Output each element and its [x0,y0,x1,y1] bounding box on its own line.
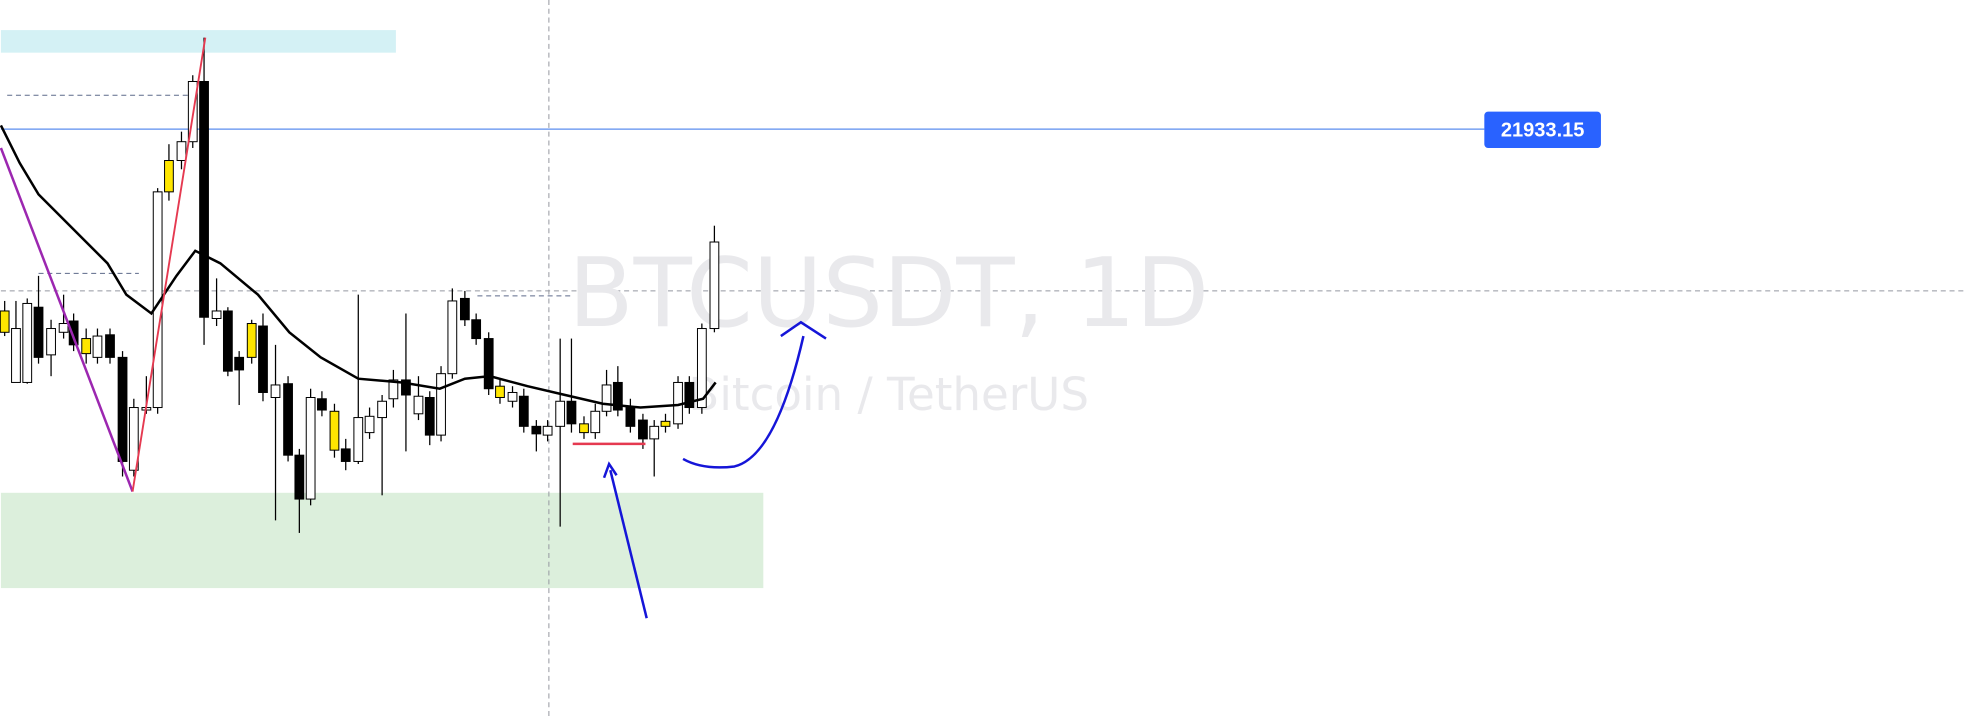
candle-body [105,334,115,358]
candle-body [424,396,435,436]
candle-body [364,415,375,434]
trend-line [0,147,134,492]
candle-body [531,425,542,435]
resistance-zone [0,30,396,53]
candle-body [68,320,79,346]
candle-body [625,407,636,427]
candle-body [283,383,293,456]
candle-body [483,338,494,390]
candle-body [709,241,720,330]
arrow [609,469,648,619]
moving-average [0,124,717,409]
candle-body [270,384,281,399]
price-label-box [1484,111,1601,148]
candle-body [555,400,566,427]
candle-body [22,302,33,383]
candle-body [329,410,340,451]
candle-body [377,400,387,419]
candle-body [258,325,268,393]
candle-body [294,454,305,500]
candle-body [164,160,174,193]
candle-body [696,328,707,409]
candle-body [459,297,470,321]
candle-body [401,379,411,396]
candle-body [353,417,364,462]
candle-body [601,384,612,412]
watermark-subtitle: Bitcoin / TetherUS [688,368,1089,421]
support-zone [0,492,764,589]
candle-body [684,381,695,409]
candle-body [246,323,257,358]
candle-body [305,396,316,500]
candle-body [222,310,233,372]
candle-body [542,425,553,436]
drawn-caret [780,320,827,340]
candle-body [0,310,10,333]
candle-body [92,335,103,358]
candle-body [590,410,601,434]
drawn-curve [682,335,805,469]
candle-body [612,381,623,411]
candle-body [566,400,577,425]
candle-body [413,395,424,415]
candle-body [579,423,589,434]
candle-body [33,306,44,358]
candle-body [388,379,399,400]
candle-body [340,448,351,462]
candles [0,37,720,533]
candle-body [495,385,505,399]
candle-body [176,141,187,162]
arrow-head [602,461,618,479]
candle-body [518,395,529,427]
candle-body [211,310,222,320]
candle-body [649,425,660,440]
trend-line [131,37,207,492]
watermark-title: BTCUSDT, 1D [568,239,1209,349]
candle-body [317,398,327,411]
candle-body [447,300,458,375]
candle-body [638,419,648,440]
candle-body [234,356,245,371]
candle-body [436,373,446,436]
candle-body [199,81,209,318]
candle-body [471,319,482,340]
candle-body [81,338,92,355]
candle-body [507,391,518,402]
candle-body [46,328,56,356]
candle-body [660,420,671,427]
candle-body [11,328,21,383]
candle-body [117,356,128,462]
candle-body [58,323,69,333]
price-label: 21933.15 [1501,120,1585,142]
candle-body [128,407,139,471]
